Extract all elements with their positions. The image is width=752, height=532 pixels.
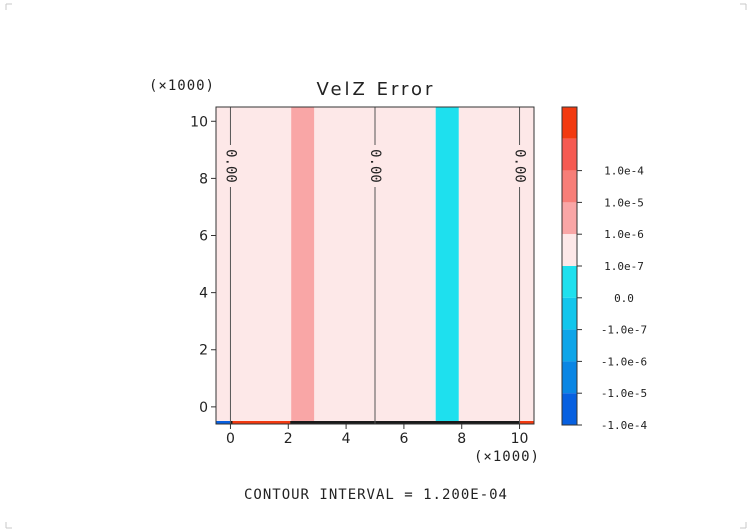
y-tick-label: 8 xyxy=(199,171,208,187)
colorbar-swatch xyxy=(562,297,577,330)
x-tick-label: 6 xyxy=(399,431,408,447)
contour-interval-footer: CONTOUR INTERVAL = 1.200E-04 xyxy=(244,487,508,503)
colorbar-label: 1.0e-6 xyxy=(604,228,644,241)
chart-title: VelZ Error xyxy=(317,79,436,100)
x-multiplier-label: (×1000) xyxy=(474,449,540,465)
colorbar-label: 1.0e-5 xyxy=(604,196,644,209)
colorbar-swatch xyxy=(562,266,577,298)
bottom-boundary-red xyxy=(232,421,291,424)
colorbar-label: 0.0 xyxy=(614,292,634,305)
contour-label-bg xyxy=(367,145,383,187)
bottom-boundary-left xyxy=(216,421,231,424)
contour-label: 0.00 xyxy=(367,149,383,183)
crop-marks xyxy=(5,3,747,529)
colorbar-swatch xyxy=(562,170,577,203)
bottom-boundary-right xyxy=(519,421,534,424)
x-tick-label: 4 xyxy=(342,431,351,447)
colorbar-label: -1.0e-6 xyxy=(601,355,647,368)
colorbar-swatch xyxy=(562,202,577,235)
contour-label: 0.00 xyxy=(512,149,528,183)
band--1.0e-7 xyxy=(435,107,459,424)
colorbar-swatch xyxy=(562,234,577,266)
y-tick-label: 0 xyxy=(199,400,208,416)
y-tick-label: 2 xyxy=(199,343,208,359)
x-tick-label: 2 xyxy=(284,431,293,447)
plot-area: 0.00 0.00 0.00 0 2 4 6 8 10 0 2 4 6 8 10 xyxy=(190,106,535,447)
colorbar-swatch xyxy=(562,138,577,171)
colorbar-swatch xyxy=(562,107,577,139)
band-1.0e-6 xyxy=(291,107,315,424)
x-tick-label: 0 xyxy=(226,431,235,447)
colorbar-swatch xyxy=(562,393,577,425)
y-tick-label: 6 xyxy=(199,229,208,245)
colorbar-swatch xyxy=(562,329,577,362)
y-tick-label: 4 xyxy=(199,286,208,302)
x-tick-label: 8 xyxy=(457,431,466,447)
colorbar-label: -1.0e-5 xyxy=(601,387,647,400)
contour-label: 0.00 xyxy=(222,149,238,183)
y-tick-label: 10 xyxy=(190,114,208,130)
contour-label-bg xyxy=(222,145,239,187)
plot-frame xyxy=(215,106,535,425)
colorbar-label: -1.0e-7 xyxy=(601,324,647,337)
colorbar-label: -1.0e-4 xyxy=(601,419,648,432)
colorbar-label: 1.0e-4 xyxy=(604,165,644,178)
colorbar-swatch xyxy=(562,361,577,394)
contour-label-bg xyxy=(511,145,528,187)
colorbar: 1.0e-4 1.0e-5 1.0e-6 1.0e-7 0.0 -1.0e-7 -1.0e-… xyxy=(561,106,648,432)
colorbar-label: 1.0e-7 xyxy=(604,260,644,273)
y-multiplier-label: (×1000) xyxy=(149,78,215,94)
x-tick-label: 10 xyxy=(511,431,529,447)
